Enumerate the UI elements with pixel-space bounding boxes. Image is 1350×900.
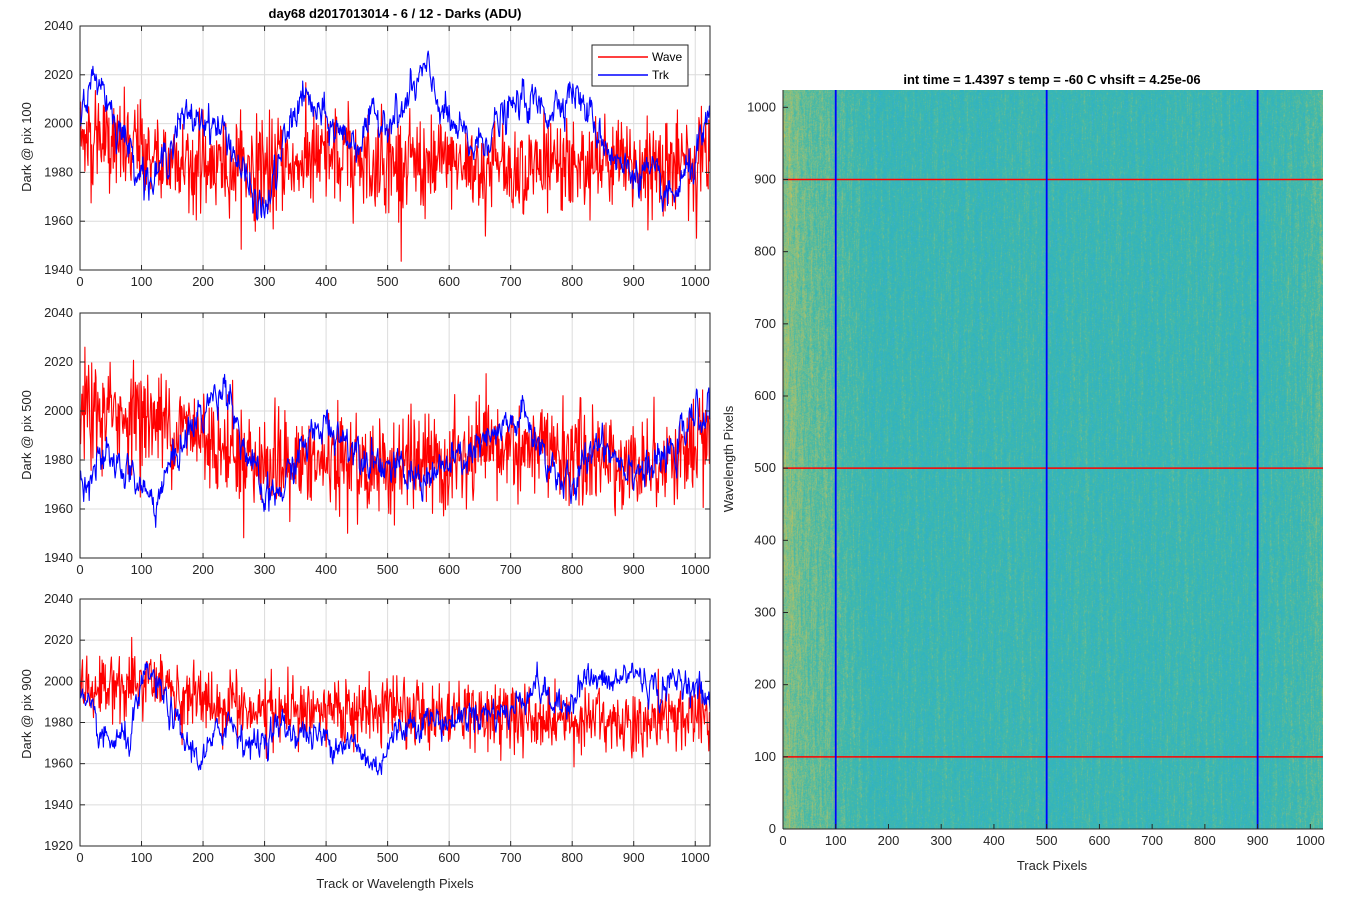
heatmap-x-tick-label: 200: [878, 833, 900, 848]
heatmap-y-tick-label: 500: [754, 460, 776, 475]
x-tick-label: 100: [131, 274, 153, 289]
x-tick-label: 900: [623, 562, 645, 577]
y-tick-label: 1960: [44, 501, 73, 516]
heatmap-image: [783, 90, 1323, 829]
x-tick-label: 1000: [681, 562, 710, 577]
y-tick-label: 1920: [44, 838, 73, 853]
heatmap-x-tick-label: 400: [983, 833, 1005, 848]
x-tick-label: 0: [76, 850, 83, 865]
x-tick-label: 100: [131, 850, 153, 865]
heatmap-x-tick-label: 700: [1141, 833, 1163, 848]
y-tick-label: 1980: [44, 452, 73, 467]
x-tick-label: 900: [623, 274, 645, 289]
heatmap-y-tick-label: 700: [754, 316, 776, 331]
chart-dark-pix-900: 0 100 200 300 400 500 600 700 800 900 1000 1920 1940…: [44, 591, 711, 865]
y-tick-label: 1980: [44, 164, 73, 179]
x-tick-label: 700: [500, 274, 522, 289]
x-tick-label: 1000: [681, 850, 710, 865]
chart-title-dark-100: day68 d2017013014 - 6 / 12 - Darks (ADU): [269, 6, 522, 21]
y-tick-label: 2000: [44, 673, 73, 688]
x-tick-label: 700: [500, 850, 522, 865]
ylabel-dark-500: Dark @ pix 500: [19, 390, 34, 480]
series-line-trk: [79, 661, 711, 776]
y-tick-label: 1940: [44, 550, 73, 565]
heatmap-x-tick-label: 800: [1194, 833, 1216, 848]
chart-dark-heatmap: 0 100 200 300 400 500 600 700 800 900 1000 0 100 200 3…: [747, 90, 1325, 848]
x-tick-label: 400: [315, 274, 337, 289]
heatmap-x-tick-label: 500: [1036, 833, 1058, 848]
y-tick-label: 1940: [44, 262, 73, 277]
y-tick-label: 1960: [44, 756, 73, 771]
heatmap-x-tick-label: 100: [825, 833, 847, 848]
x-tick-label: 800: [561, 562, 583, 577]
heatmap-y-tick-label: 1000: [747, 99, 776, 114]
heatmap-y-tick-label: 300: [754, 604, 776, 619]
series-line-trk: [79, 373, 711, 528]
x-tick-label: 300: [254, 562, 276, 577]
axes-box: [79, 312, 711, 559]
y-tick-label: 1960: [44, 213, 73, 228]
heatmap-x-tick-label: 0: [779, 833, 786, 848]
x-tick-label: 700: [500, 562, 522, 577]
ylabel-dark-900: Dark @ pix 900: [19, 669, 34, 759]
legend-label-trk: Trk: [652, 68, 670, 82]
heatmap-y-tick-label: 600: [754, 388, 776, 403]
y-tick-label: 2020: [44, 632, 73, 647]
x-tick-label: 400: [315, 850, 337, 865]
ylabel-dark-100: Dark @ pix 100: [19, 102, 34, 192]
x-tick-label: 600: [438, 562, 460, 577]
x-tick-label: 1000: [681, 274, 710, 289]
heatmap-y-tick-label: 100: [754, 749, 776, 764]
y-tick-label: 2020: [44, 67, 73, 82]
axes-box: [79, 25, 711, 271]
y-tick-label: 2000: [44, 403, 73, 418]
x-tick-label: 600: [438, 850, 460, 865]
y-tick-label: 2040: [44, 305, 73, 320]
y-tick-label: 2040: [44, 18, 73, 33]
y-tick-label: 2040: [44, 591, 73, 606]
heatmap-y-tick-label: 200: [754, 677, 776, 692]
x-tick-label: 500: [377, 562, 399, 577]
x-tick-label: 400: [315, 562, 337, 577]
legend-box: [591, 44, 689, 87]
x-tick-label: 600: [438, 274, 460, 289]
x-tick-label: 200: [192, 274, 214, 289]
chart-title-heatmap: int time = 1.4397 s temp = -60 C vhsift …: [903, 72, 1200, 87]
x-tick-label: 500: [377, 274, 399, 289]
y-tick-label: 2000: [44, 116, 73, 131]
heatmap-y-tick-label: 0: [769, 821, 776, 836]
x-tick-label: 900: [623, 850, 645, 865]
y-tick-label: 1980: [44, 715, 73, 730]
x-tick-label: 200: [192, 850, 214, 865]
heatmap-x-tick-label: 300: [930, 833, 952, 848]
legend-label-wave: Wave: [652, 50, 683, 64]
series-line-trk: [79, 50, 711, 221]
y-tick-label: 1940: [44, 797, 73, 812]
heatmap-x-tick-label: 1000: [1296, 833, 1325, 848]
x-tick-label: 0: [76, 274, 83, 289]
xlabel-heatmap: Track Pixels: [1017, 858, 1088, 873]
series-line-wave: [79, 82, 711, 262]
x-tick-label: 800: [561, 850, 583, 865]
chart-dark-pix-500: 0 100 200 300 400 500 600 700 800 900 1000 1940 1960…: [44, 305, 711, 577]
x-tick-label: 100: [131, 562, 153, 577]
heatmap-y-tick-label: 400: [754, 532, 776, 547]
xlabel-line-charts: Track or Wavelength Pixels: [316, 876, 474, 891]
x-tick-label: 800: [561, 274, 583, 289]
series-line-wave: [79, 636, 711, 768]
ylabel-heatmap: Wavelength Pixels: [721, 405, 736, 512]
legend: Wave Trk: [591, 44, 689, 87]
x-tick-label: 300: [254, 850, 276, 865]
heatmap-x-tick-label: 900: [1247, 833, 1269, 848]
heatmap-x-tick-label: 600: [1089, 833, 1111, 848]
heatmap-y-tick-label: 800: [754, 244, 776, 259]
x-tick-label: 200: [192, 562, 214, 577]
y-tick-label: 2020: [44, 354, 73, 369]
series-line-wave: [79, 346, 711, 539]
x-tick-label: 500: [377, 850, 399, 865]
heatmap-y-tick-label: 900: [754, 171, 776, 186]
x-tick-label: 300: [254, 274, 276, 289]
x-tick-label: 0: [76, 562, 83, 577]
